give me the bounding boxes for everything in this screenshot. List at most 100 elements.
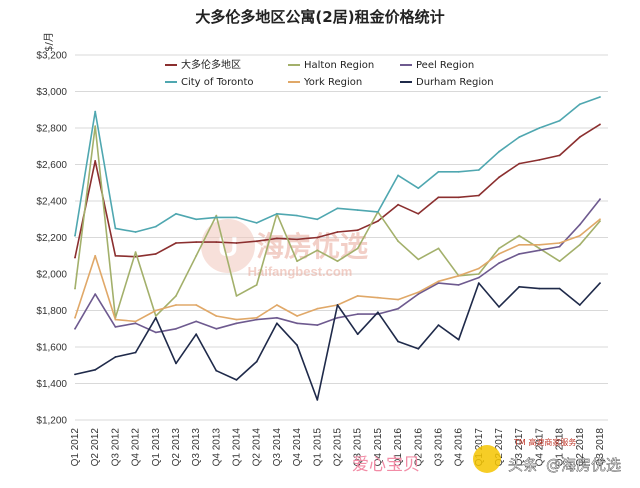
data-point	[599, 96, 601, 98]
legend-label: 大多伦多地区	[181, 58, 241, 71]
data-point	[175, 242, 177, 244]
data-point	[255, 284, 258, 286]
data-point	[498, 262, 500, 264]
data-point	[316, 399, 319, 401]
x-tick-label: Q3 2012	[110, 428, 121, 467]
data-point	[255, 318, 258, 321]
data-point	[599, 218, 601, 221]
data-point	[296, 322, 298, 325]
data-point	[558, 245, 561, 248]
footer-small-text: TM 高速商家服务	[513, 437, 576, 447]
data-point	[437, 196, 440, 199]
x-tick-label: Q4 2014	[292, 428, 303, 467]
data-point	[498, 247, 500, 250]
data-point	[336, 231, 339, 233]
data-point	[356, 333, 359, 336]
data-point	[296, 238, 298, 241]
data-point	[397, 203, 399, 206]
data-point	[477, 267, 480, 270]
x-tick-label: Q1 2016	[393, 428, 404, 467]
data-point	[74, 327, 76, 330]
series-line	[74, 282, 601, 401]
data-point	[397, 240, 399, 243]
data-point	[477, 282, 480, 284]
data-point	[316, 218, 319, 221]
data-point	[558, 154, 561, 157]
data-point	[94, 160, 97, 162]
data-point	[175, 295, 177, 297]
data-point	[518, 136, 521, 139]
y-unit-label: $/月	[43, 32, 55, 52]
footer-overlay: 爱心宝贝 TM 高速商家服务 头条 @海房优选	[352, 437, 621, 475]
data-point	[215, 369, 218, 372]
x-tick-label: Q2 2012	[90, 428, 101, 467]
data-point	[518, 243, 521, 246]
data-point	[175, 362, 177, 365]
data-point	[336, 316, 339, 319]
data-point	[154, 331, 157, 334]
data-point	[518, 285, 521, 288]
data-point	[538, 249, 541, 252]
data-point	[114, 227, 117, 230]
chart-title: 大多伦多地区公寓(2居)租金价格统计	[195, 8, 444, 26]
data-point	[235, 379, 238, 381]
x-tick-label: Q2 2015	[333, 428, 344, 467]
data-point	[498, 150, 500, 153]
data-point	[94, 293, 97, 295]
data-point	[114, 356, 117, 358]
data-point	[276, 316, 278, 319]
data-point	[74, 316, 76, 319]
data-point	[215, 315, 218, 317]
data-point	[356, 229, 359, 232]
data-point	[195, 241, 198, 244]
data-point	[397, 174, 399, 177]
data-point	[114, 326, 117, 328]
y-tick-label: $2,800	[36, 124, 67, 135]
data-point	[477, 273, 480, 275]
data-point	[215, 327, 218, 330]
data-point	[377, 296, 379, 299]
data-point	[74, 256, 76, 259]
data-point	[397, 307, 399, 310]
data-point	[538, 287, 541, 290]
data-point	[417, 212, 420, 215]
data-point	[235, 242, 238, 244]
y-tick-label: $1,400	[36, 379, 67, 390]
legend-label: Peel Region	[416, 60, 474, 71]
x-tick-label: Q1 2012	[70, 428, 81, 467]
data-point	[74, 234, 76, 237]
x-tick-label: Q4 2015	[373, 428, 384, 467]
x-tick-label: Q2 2017	[494, 428, 505, 467]
data-point	[235, 216, 238, 219]
data-point	[134, 322, 137, 325]
series-line	[74, 96, 601, 236]
data-point	[195, 333, 198, 336]
data-point	[255, 360, 258, 363]
data-point	[336, 260, 339, 263]
data-point	[599, 198, 601, 201]
legend: 大多伦多地区 Halton Region Peel Region City of To…	[165, 58, 494, 88]
x-tick-label: Q2 2016	[413, 428, 424, 467]
data-point	[457, 196, 460, 199]
data-point	[377, 211, 379, 213]
legend-label: City of Toronto	[181, 77, 254, 88]
data-point	[417, 293, 420, 295]
data-point	[578, 243, 581, 246]
x-tick-label: Q4 2012	[131, 428, 142, 467]
watermark: U 海房优选 Haifangbest.com	[201, 219, 368, 279]
data-point	[518, 234, 521, 237]
data-point	[377, 311, 379, 314]
y-tick-label: $2,600	[36, 160, 67, 171]
x-tick-label: Q1 2014	[232, 428, 243, 467]
data-point	[255, 316, 258, 319]
x-tick-label: Q1 2018	[555, 428, 566, 467]
data-point	[94, 110, 97, 113]
x-tick-label: Q1 2013	[151, 428, 162, 467]
data-point	[437, 170, 440, 173]
data-point	[437, 247, 440, 250]
mascot-icon	[473, 445, 501, 473]
y-tick-label: $3,000	[36, 87, 67, 98]
data-point	[134, 231, 137, 233]
data-point	[417, 347, 420, 350]
x-tick-label: Q4 2016	[454, 428, 465, 467]
